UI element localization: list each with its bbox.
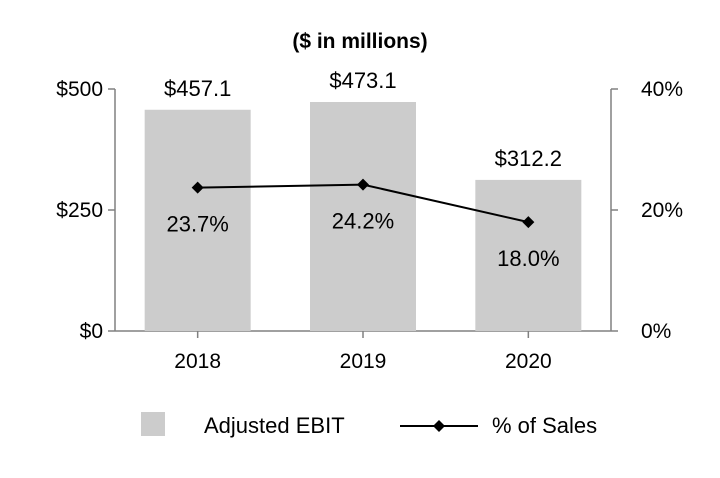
x-tick-label: 2018 <box>174 350 221 373</box>
legend-marker-pct-sales <box>433 420 445 432</box>
y-right-tick-label: 40% <box>641 78 683 101</box>
legend: Adjusted EBIT % of Sales <box>141 412 597 438</box>
legend-label-pct-sales: % of Sales <box>492 413 597 438</box>
bar <box>310 102 416 332</box>
y-right-tick-label: 0% <box>641 320 671 343</box>
line-value-label: 23.7% <box>166 212 228 237</box>
line-marker <box>357 178 369 191</box>
y-left-tick-label: $500 <box>56 78 103 101</box>
bar-value-label: $457.1 <box>164 76 231 101</box>
bar-value-label: $473.1 <box>329 68 396 93</box>
x-tick-label: 2019 <box>340 350 387 373</box>
y-left-tick-label: $0 <box>80 320 103 343</box>
line-value-label: 18.0% <box>497 246 559 271</box>
bar-value-label: $312.2 <box>495 146 562 171</box>
bar <box>475 179 582 331</box>
axes: $0 $250 $500 0% 20% 40% 2018 2019 2020 <box>56 78 683 373</box>
line-marker <box>522 216 535 229</box>
line-marker <box>191 181 204 194</box>
bar <box>144 109 251 331</box>
y-left-tick-label: $250 <box>56 199 103 222</box>
x-tick-label: 2020 <box>505 350 552 373</box>
line-series <box>191 178 535 229</box>
legend-swatch-adjusted-ebit <box>141 412 165 436</box>
legend-label-adjusted-ebit: Adjusted EBIT <box>204 413 345 438</box>
chart-title: ($ in millions) <box>292 30 427 53</box>
y-right-tick-label: 20% <box>641 199 683 222</box>
line-value-label: 24.2% <box>332 209 394 234</box>
bars <box>144 102 582 332</box>
data-labels: $457.1 $473.1 $312.2 23.7% 24.2% 18.0% <box>164 68 562 271</box>
